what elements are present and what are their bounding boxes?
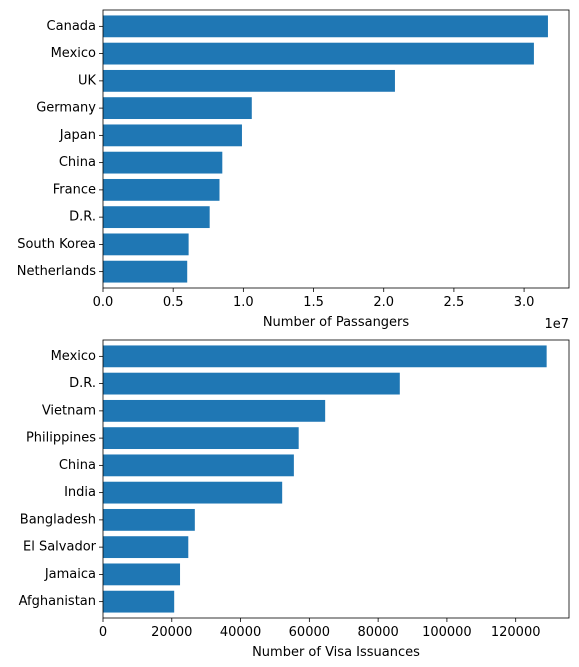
x-tick-label: 1.5 xyxy=(303,295,324,310)
x-tick-label: 60000 xyxy=(289,625,330,640)
bar-mexico xyxy=(103,345,547,368)
bar-el-salvador xyxy=(103,536,189,559)
x-axis-offset-label: 1e7 xyxy=(544,317,569,332)
x-tick-label: 0.0 xyxy=(93,295,114,310)
y-tick-label: Mexico xyxy=(51,349,96,364)
y-tick-label: D.R. xyxy=(69,376,96,391)
y-tick-label: Vietnam xyxy=(42,403,96,418)
y-tick-label: China xyxy=(59,458,96,473)
x-tick-label: 20000 xyxy=(151,625,192,640)
x-tick-label: 1.0 xyxy=(233,295,254,310)
y-tick-label: South Korea xyxy=(17,237,96,252)
y-tick-label: UK xyxy=(78,73,97,88)
y-tick-label: France xyxy=(53,182,96,197)
x-tick-label: 2.5 xyxy=(444,295,465,310)
bar-netherlands xyxy=(103,260,188,283)
x-tick-label: 100000 xyxy=(422,625,472,640)
bar-germany xyxy=(103,97,252,120)
x-tick-label: 0.5 xyxy=(163,295,184,310)
y-tick-label: Afghanistan xyxy=(19,594,96,609)
plot-frame xyxy=(102,9,570,289)
y-tick-label: Mexico xyxy=(51,46,96,61)
bar-france xyxy=(103,178,220,201)
bar-d-r xyxy=(103,206,210,229)
chart-1: Canada Mexico UK Germany Japan China France D.R… xyxy=(17,9,570,332)
y-tick-label: Germany xyxy=(36,101,96,116)
bar-afghanistan xyxy=(103,590,175,613)
x-tick-label: 0 xyxy=(99,625,107,640)
plot-frame xyxy=(102,339,570,619)
x-tick-label: 80000 xyxy=(357,625,398,640)
bar-japan xyxy=(103,124,242,147)
bar-china xyxy=(103,454,294,477)
y-tick-label: D.R. xyxy=(69,210,96,225)
bar-china xyxy=(103,151,223,174)
y-tick-label: China xyxy=(59,155,96,170)
y-tick-label: Canada xyxy=(47,19,96,34)
y-tick-label: Netherlands xyxy=(17,264,96,279)
x-axis-label: Number of Passangers xyxy=(263,315,410,330)
y-tick-label: Jamaica xyxy=(44,567,96,582)
x-tick-label: 2.0 xyxy=(373,295,394,310)
bar-d-r xyxy=(103,372,400,395)
y-tick-label: Japan xyxy=(59,128,96,143)
x-axis-label: Number of Visa Issuances xyxy=(252,645,420,660)
bar-uk xyxy=(103,69,395,92)
chart-2: Mexico D.R. Vietnam Philippines China India Ba… xyxy=(19,339,570,660)
bar-south-korea xyxy=(103,233,189,256)
bar-india xyxy=(103,481,283,504)
bar-vietnam xyxy=(103,399,326,422)
bar-bangladesh xyxy=(103,508,195,531)
y-tick-label: El Salvador xyxy=(23,540,97,555)
bar-jamaica xyxy=(103,563,181,586)
y-tick-label: Philippines xyxy=(26,431,96,446)
bar-canada xyxy=(103,15,548,38)
x-tick-label: 40000 xyxy=(220,625,261,640)
x-tick-label: 3.0 xyxy=(514,295,535,310)
y-tick-label: India xyxy=(64,485,96,500)
bar-mexico xyxy=(103,42,534,65)
x-tick-label: 120000 xyxy=(491,625,541,640)
bar-philippines xyxy=(103,427,299,450)
y-tick-label: Bangladesh xyxy=(20,512,96,527)
